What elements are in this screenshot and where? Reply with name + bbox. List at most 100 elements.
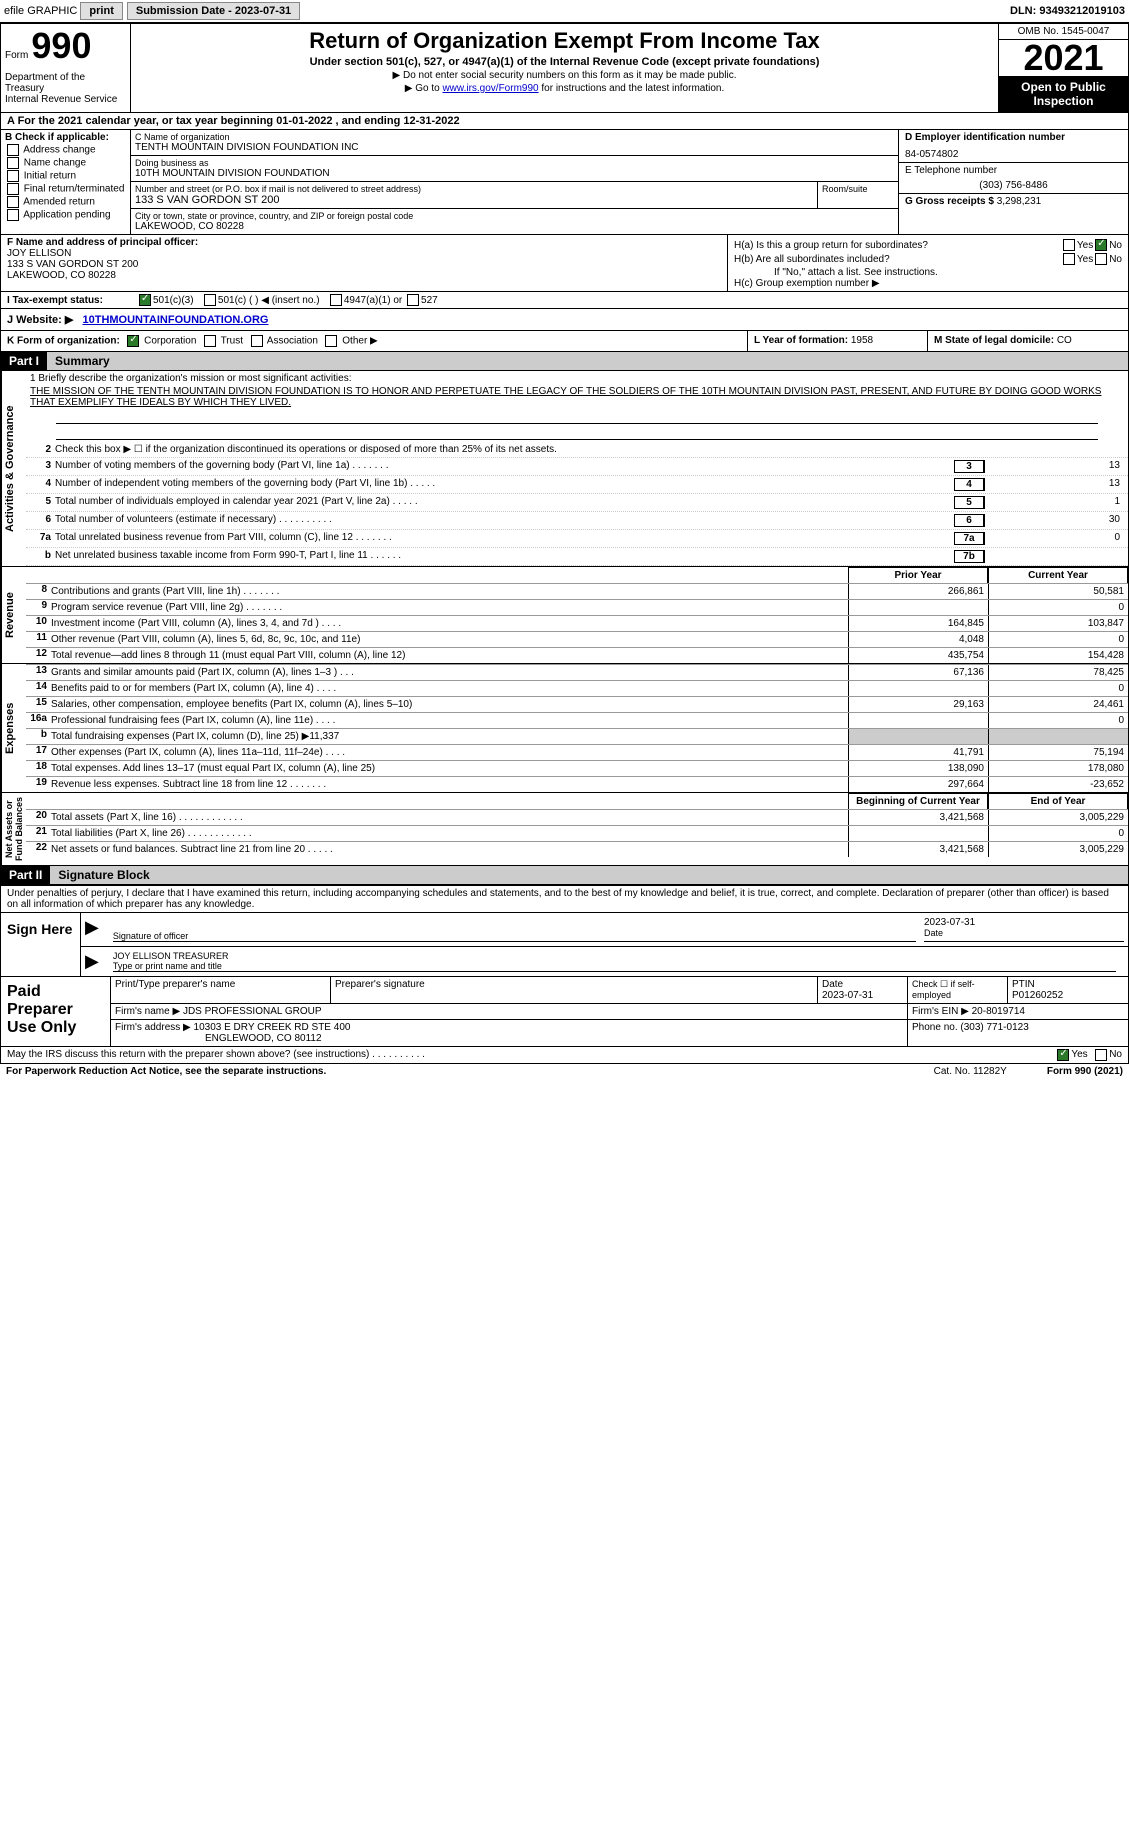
data-line: 22Net assets or fund balances. Subtract … bbox=[26, 841, 1128, 857]
open-to-public: Open to Public Inspection bbox=[999, 76, 1128, 112]
hb-no[interactable] bbox=[1095, 253, 1107, 265]
org-name-cell: C Name of organization TENTH MOUNTAIN DI… bbox=[131, 130, 898, 156]
col-c: C Name of organization TENTH MOUNTAIN DI… bbox=[131, 130, 898, 234]
data-line: 8Contributions and grants (Part VIII, li… bbox=[26, 583, 1128, 599]
cb-assoc[interactable] bbox=[251, 335, 263, 347]
cb-pending[interactable]: Application pending bbox=[5, 209, 126, 221]
part2-label: Part II bbox=[1, 866, 50, 884]
bottom-line: For Paperwork Reduction Act Notice, see … bbox=[0, 1064, 1129, 1079]
cb-initial[interactable]: Initial return bbox=[5, 170, 126, 182]
efile-label: efile GRAPHIC bbox=[4, 5, 77, 17]
ha-row: H(a) Is this a group return for subordin… bbox=[734, 239, 1122, 251]
data-line: 18Total expenses. Add lines 13–17 (must … bbox=[26, 760, 1128, 776]
row-k: K Form of organization: Corporation Trus… bbox=[0, 331, 1129, 352]
ein-cell: D Employer identification number 84-0574… bbox=[899, 130, 1128, 163]
cb-501c[interactable] bbox=[204, 294, 216, 306]
side-revenue: Revenue bbox=[1, 567, 26, 663]
dba-cell: Doing business as 10TH MOUNTAIN DIVISION… bbox=[131, 156, 898, 182]
rev-header: Prior Year Current Year bbox=[26, 567, 1128, 583]
side-netassets: Net Assets or Fund Balances bbox=[1, 793, 26, 865]
dln: DLN: 93493212019103 bbox=[1010, 5, 1125, 17]
header-right: OMB No. 1545-0047 2021 Open to Public In… bbox=[998, 24, 1128, 112]
form-title: Return of Organization Exempt From Incom… bbox=[135, 28, 994, 54]
tax-year: 2021 bbox=[999, 40, 1128, 76]
mission-text: THE MISSION OF THE TENTH MOUNTAIN DIVISI… bbox=[26, 386, 1128, 408]
data-line: 9Program service revenue (Part VIII, lin… bbox=[26, 599, 1128, 615]
irs-link[interactable]: www.irs.gov/Form990 bbox=[442, 83, 538, 94]
cb-trust[interactable] bbox=[204, 335, 216, 347]
print-button[interactable]: print bbox=[80, 2, 122, 20]
discuss-yes[interactable] bbox=[1057, 1049, 1069, 1061]
row-k-form: K Form of organization: Corporation Trus… bbox=[1, 331, 748, 351]
hc-row: H(c) Group exemption number ▶ bbox=[734, 278, 1122, 289]
cb-527[interactable] bbox=[407, 294, 419, 306]
part1-name: Summary bbox=[47, 352, 1128, 370]
prep-header-row: Print/Type preparer's name Preparer's si… bbox=[111, 977, 1128, 1004]
cb-address[interactable]: Address change bbox=[5, 144, 126, 156]
governance-section: Activities & Governance 1 Briefly descri… bbox=[0, 371, 1129, 567]
part1-label: Part I bbox=[1, 352, 47, 370]
prep-firm-row: Firm's name ▶ JDS PROFESSIONAL GROUP Fir… bbox=[111, 1004, 1128, 1020]
col-b-title: B Check if applicable: bbox=[5, 132, 126, 143]
expenses-section: Expenses 13Grants and similar amounts pa… bbox=[0, 664, 1129, 793]
prep-title: Paid Preparer Use Only bbox=[1, 977, 111, 1046]
website-link[interactable]: 10THMOUNTAINFOUNDATION.ORG bbox=[83, 314, 269, 326]
blank-line bbox=[56, 410, 1098, 424]
form-subtitle: Under section 501(c), 527, or 4947(a)(1)… bbox=[135, 56, 994, 68]
cb-name[interactable]: Name change bbox=[5, 157, 126, 169]
data-line: 19Revenue less expenses. Subtract line 1… bbox=[26, 776, 1128, 792]
sig-officer-field[interactable]: Signature of officer bbox=[113, 917, 916, 942]
row-j: J Website: ▶ 10THMOUNTAINFOUNDATION.ORG bbox=[0, 309, 1129, 331]
note-ssn: ▶ Do not enter social security numbers o… bbox=[135, 70, 994, 81]
department: Department of the Treasury Internal Reve… bbox=[5, 72, 126, 105]
cb-4947[interactable] bbox=[330, 294, 342, 306]
data-line: 20Total assets (Part X, line 16) . . . .… bbox=[26, 809, 1128, 825]
discuss-row: May the IRS discuss this return with the… bbox=[0, 1047, 1129, 1064]
data-line: bTotal fundraising expenses (Part IX, co… bbox=[26, 728, 1128, 744]
data-line: 15Salaries, other compensation, employee… bbox=[26, 696, 1128, 712]
cb-other[interactable] bbox=[325, 335, 337, 347]
discuss-no[interactable] bbox=[1095, 1049, 1107, 1061]
side-expenses: Expenses bbox=[1, 664, 26, 792]
col-b: B Check if applicable: Address change Na… bbox=[1, 130, 131, 234]
cb-501c3[interactable] bbox=[139, 294, 151, 306]
gov-line: 3Number of voting members of the governi… bbox=[26, 458, 1128, 476]
revenue-section: Revenue Prior Year Current Year 8Contrib… bbox=[0, 567, 1129, 664]
netassets-section: Net Assets or Fund Balances Beginning of… bbox=[0, 793, 1129, 866]
sig-officer-row: ▶ Signature of officer 2023-07-31 Date bbox=[81, 913, 1128, 947]
blank-line bbox=[56, 426, 1098, 440]
prep-addr-row: Firm's address ▶ 10303 E DRY CREEK RD ST… bbox=[111, 1020, 1128, 1046]
phone-cell: E Telephone number (303) 756-8486 bbox=[899, 163, 1128, 194]
data-line: 14Benefits paid to or for members (Part … bbox=[26, 680, 1128, 696]
note-link: ▶ Go to www.irs.gov/Form990 for instruct… bbox=[135, 83, 994, 94]
submission-date-box: Submission Date - 2023-07-31 bbox=[127, 2, 300, 20]
header-left: Form 990 Department of the Treasury Inte… bbox=[1, 24, 131, 112]
sig-name-field: JOY ELLISON TREASURER Type or print name… bbox=[113, 951, 1116, 972]
row-i: I Tax-exempt status: 501(c)(3) 501(c) ( … bbox=[0, 292, 1129, 309]
cb-final[interactable]: Final return/terminated bbox=[5, 183, 126, 195]
col-h: H(a) Is this a group return for subordin… bbox=[728, 235, 1128, 291]
sig-declaration: Under penalties of perjury, I declare th… bbox=[1, 886, 1128, 913]
cb-corp[interactable] bbox=[127, 335, 139, 347]
gov-line: 5Total number of individuals employed in… bbox=[26, 494, 1128, 512]
section-fh: F Name and address of principal officer:… bbox=[0, 235, 1129, 292]
receipts-cell: G Gross receipts $ 3,298,231 bbox=[899, 194, 1128, 209]
row-k-state: M State of legal domicile: CO bbox=[928, 331, 1128, 351]
ha-yes[interactable] bbox=[1063, 239, 1075, 251]
row-a: A For the 2021 calendar year, or tax yea… bbox=[0, 113, 1129, 130]
data-line: 12Total revenue—add lines 8 through 11 (… bbox=[26, 647, 1128, 663]
header-center: Return of Organization Exempt From Incom… bbox=[131, 24, 998, 112]
hb-yes[interactable] bbox=[1063, 253, 1075, 265]
part2-header: Part II Signature Block bbox=[0, 866, 1129, 885]
hb-note: If "No," attach a list. See instructions… bbox=[734, 267, 1122, 278]
gov-line: 6Total number of volunteers (estimate if… bbox=[26, 512, 1128, 530]
form-number: 990 bbox=[31, 25, 91, 66]
city-cell: City or town, state or province, country… bbox=[131, 208, 898, 234]
col-f: F Name and address of principal officer:… bbox=[1, 235, 728, 291]
cb-amended[interactable]: Amended return bbox=[5, 196, 126, 208]
col-d: D Employer identification number 84-0574… bbox=[898, 130, 1128, 234]
data-line: 13Grants and similar amounts paid (Part … bbox=[26, 664, 1128, 680]
ha-no[interactable] bbox=[1095, 239, 1107, 251]
part1-header: Part I Summary bbox=[0, 352, 1129, 371]
section-bc: B Check if applicable: Address change Na… bbox=[0, 130, 1129, 235]
